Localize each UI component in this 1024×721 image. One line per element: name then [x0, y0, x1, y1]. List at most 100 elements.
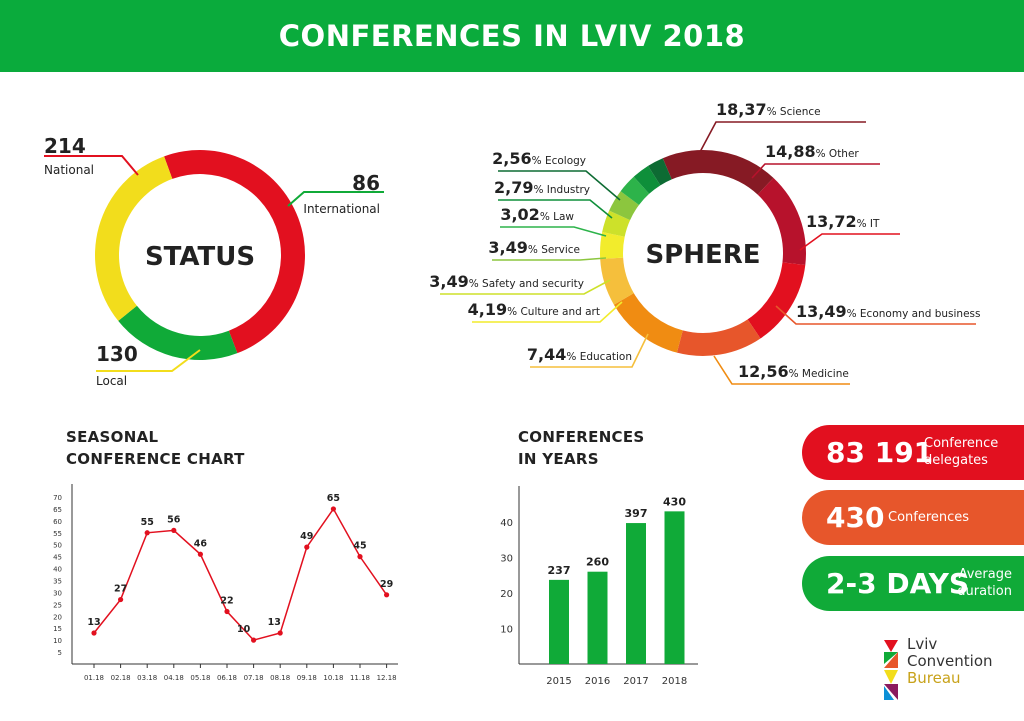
seasonal-point-11 — [384, 592, 390, 598]
years-value-2017: 397 — [625, 507, 648, 520]
sphere-label-value-11: 2,56 — [492, 149, 531, 168]
years-value-2018: 430 — [663, 495, 686, 508]
seasonal-ytick-8: 45 — [53, 554, 62, 562]
sphere-leader-0 — [699, 121, 866, 153]
seasonal-value-6: 10 — [237, 624, 251, 635]
sphere-slice-10 — [633, 165, 661, 194]
seasonal-value-9: 65 — [327, 493, 340, 504]
seasonal-value-0: 13 — [87, 617, 100, 628]
delegates-value: 83 191 — [826, 436, 934, 469]
sphere-slice-6 — [600, 232, 625, 260]
sphere-label-7: 3,49% Safety and security — [429, 272, 584, 291]
sphere-center-label: SPHERE — [645, 240, 760, 270]
sphere-label-10: 2,79% Industry — [494, 178, 590, 197]
seasonal-value-10: 45 — [353, 541, 366, 552]
seasonal-value-7: 13 — [268, 617, 281, 628]
years-xtick-2015: 2015 — [546, 676, 571, 687]
duration-label: Average duration — [957, 567, 1012, 599]
years-bar-2016 — [587, 571, 608, 664]
sphere-label-3: 13,49% Economy and business — [796, 302, 980, 321]
years-ytick-3: 40 — [500, 518, 513, 529]
seasonal-value-8: 49 — [300, 531, 313, 542]
sphere-slice-2 — [747, 262, 806, 339]
sphere-label-4: 12,56% Medicine — [738, 362, 849, 381]
status-leader-local — [96, 349, 201, 372]
status-slice-local — [95, 156, 173, 321]
seasonal-xtick-5: 06.18 — [217, 674, 237, 682]
logo-shape-2 — [884, 652, 898, 664]
seasonal-ytick-0: 5 — [58, 649, 62, 657]
sphere-label-text-6: % Culture and art — [507, 306, 600, 318]
seasonal-ytick-4: 25 — [53, 601, 62, 609]
sphere-label-6: 4,19% Culture and art — [468, 300, 600, 319]
sphere-label-text-1: % Other — [816, 148, 860, 160]
status-label-local: Local — [96, 374, 127, 388]
seasonal-ytick-9: 50 — [53, 542, 62, 550]
delegates-stat: 83 191 Conference delegates — [802, 425, 1024, 480]
sphere-label-value-0: 18,37 — [716, 100, 767, 119]
status-slice-international — [118, 305, 238, 360]
status-leader-national — [44, 155, 139, 176]
sphere-leader-11 — [498, 170, 621, 201]
logo-shape-5 — [884, 684, 898, 700]
seasonal-ytick-1: 10 — [53, 637, 62, 645]
sphere-label-11: 2,56% Ecology — [492, 149, 586, 168]
sphere-leader-3 — [775, 305, 976, 325]
duration-value: 2-3 DAYS — [826, 567, 970, 600]
seasonal-ytick-5: 30 — [53, 589, 62, 597]
status-leader-international — [287, 191, 384, 207]
seasonal-ytick-2: 15 — [53, 625, 62, 633]
years-ytick-1: 20 — [500, 589, 513, 600]
sphere-label-text-11: % Ecology — [532, 155, 586, 167]
sphere-leader-2 — [799, 233, 900, 251]
seasonal-point-5 — [224, 608, 230, 615]
seasonal-xtick-0: 01.18 — [84, 674, 104, 682]
sphere-label-text-5: % Education — [566, 351, 632, 363]
sphere-slice-9 — [620, 176, 650, 206]
sphere-label-value-8: 3,49 — [488, 238, 527, 257]
sphere-leader-1 — [751, 163, 880, 179]
seasonal-value-5: 22 — [220, 596, 233, 607]
sphere-label-1: 14,88% Other — [765, 142, 859, 161]
seasonal-xtick-9: 10.18 — [323, 674, 343, 682]
sphere-label-0: 18,37% Science — [716, 100, 821, 119]
sphere-slice-4 — [613, 293, 683, 353]
logo-line-2: Convention — [907, 652, 993, 670]
years-xtick-2018: 2018 — [662, 676, 687, 687]
seasonal-ytick-6: 35 — [53, 578, 62, 586]
logo-shape-6 — [884, 686, 894, 700]
seasonal-xtick-6: 07.18 — [244, 674, 264, 682]
seasonal-ytick-11: 60 — [53, 518, 62, 526]
conferences-label: Conferences — [888, 510, 970, 525]
years-xtick-2016: 2016 — [585, 676, 610, 687]
delegates-label: Conference delegates — [924, 436, 999, 468]
sphere-label-value-9: 3,02 — [500, 205, 539, 224]
seasonal-xtick-4: 05.18 — [190, 674, 210, 682]
sphere-label-value-1: 14,88 — [765, 142, 816, 161]
logo-shape-3 — [884, 652, 898, 668]
sphere-label-value-3: 13,49 — [796, 302, 847, 321]
seasonal-point-10 — [357, 554, 363, 560]
years-value-2016: 260 — [586, 556, 609, 569]
sphere-slice-5 — [600, 257, 634, 305]
seasonal-series-line — [93, 507, 388, 641]
seasonal-xtick-2: 03.18 — [137, 674, 157, 682]
logo-shape-1 — [884, 640, 898, 652]
seasonal-ytick-3: 20 — [53, 613, 62, 621]
seasonal-xtick-7: 08.18 — [270, 674, 290, 682]
sphere-label-text-3: % Economy and business — [847, 308, 981, 320]
seasonal-xtick-1: 02.18 — [111, 674, 131, 682]
sphere-leader-8 — [492, 257, 607, 261]
sphere-label-text-9: % Law — [540, 211, 575, 223]
seasonal-point-9 — [330, 506, 336, 512]
sphere-label-value-2: 13,72 — [806, 212, 857, 231]
years-bar-2018 — [664, 511, 685, 664]
status-label-international: International — [303, 202, 380, 216]
sphere-label-text-0: % Science — [767, 106, 821, 118]
sphere-label-2: 13,72% IT — [806, 212, 880, 231]
years-chart-title: CONFERENCES IN YEARS — [518, 428, 645, 468]
sphere-label-value-10: 2,79 — [494, 178, 533, 197]
sphere-label-text-8: % Service — [528, 244, 580, 256]
status-center-label: STATUS — [145, 242, 255, 272]
